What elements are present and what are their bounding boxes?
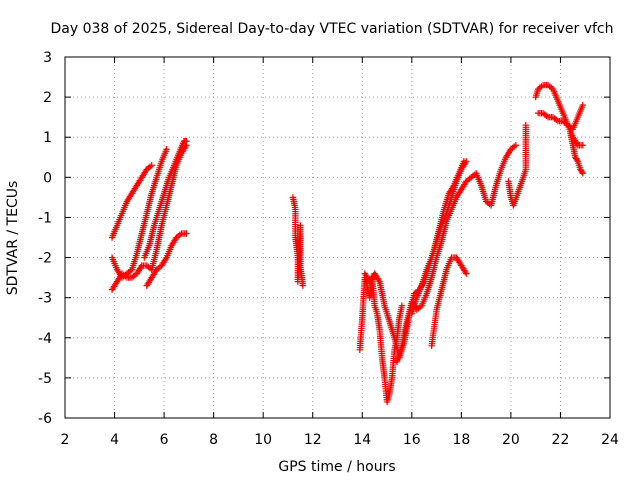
data-series-9 [408, 158, 470, 317]
x-tick-label: 10 [254, 432, 272, 448]
x-tick-label: 2 [61, 432, 70, 448]
y-axis-title: SDTVAR / TECUs [5, 181, 21, 296]
grid [65, 57, 610, 418]
data-point [579, 142, 586, 149]
chart-title: Day 038 of 2025, Sidereal Day-to-day VTE… [50, 21, 613, 37]
data-series-0 [108, 162, 155, 241]
x-tick-label: 22 [552, 432, 570, 448]
x-tick-label: 4 [110, 432, 119, 448]
x-axis-title: GPS time / hours [278, 459, 395, 475]
data-series-3 [141, 138, 190, 261]
x-tick-label: 24 [601, 432, 619, 448]
data-point [578, 168, 586, 176]
data-point [573, 156, 581, 164]
data-point [398, 302, 406, 309]
data-point [183, 230, 190, 237]
plot-area-border [64, 56, 611, 419]
x-tick-label: 12 [304, 432, 322, 448]
data-series-10 [428, 254, 470, 349]
y-tick-label: 3 [43, 50, 52, 66]
y-tick-label: -5 [38, 371, 52, 387]
x-tick-label: 8 [209, 432, 218, 448]
data-series-14 [567, 130, 586, 177]
y-tick-label: -3 [38, 291, 52, 307]
x-tick-label: 18 [452, 432, 470, 448]
data-series-12 [532, 81, 586, 133]
data-series [108, 81, 586, 406]
data-series-6 [356, 274, 406, 406]
data-point [183, 138, 190, 145]
data-point [579, 170, 586, 177]
y-tick-label: -4 [38, 331, 52, 347]
data-point [299, 282, 307, 289]
y-tick-label: -2 [38, 251, 52, 267]
data-point [163, 146, 170, 153]
y-tick-label: -6 [38, 411, 52, 427]
data-point [463, 270, 470, 277]
data-point [463, 158, 470, 165]
y-tick-label: 1 [43, 130, 52, 146]
x-tick-label: 20 [502, 432, 520, 448]
x-tick-label: 14 [353, 432, 371, 448]
y-tick-label: -1 [38, 210, 52, 226]
y-tick-label: 0 [43, 170, 52, 186]
y-tick-label: 2 [43, 90, 52, 106]
data-point [148, 162, 155, 169]
data-series-5 [289, 194, 307, 289]
data-point [512, 142, 520, 149]
data-series-11 [505, 121, 529, 209]
x-tick-label: 6 [160, 432, 169, 448]
data-series-4 [143, 230, 190, 289]
data-point [522, 121, 529, 129]
data-series-1 [108, 146, 170, 281]
x-tick-label: 16 [403, 432, 421, 448]
data-point [579, 101, 586, 109]
